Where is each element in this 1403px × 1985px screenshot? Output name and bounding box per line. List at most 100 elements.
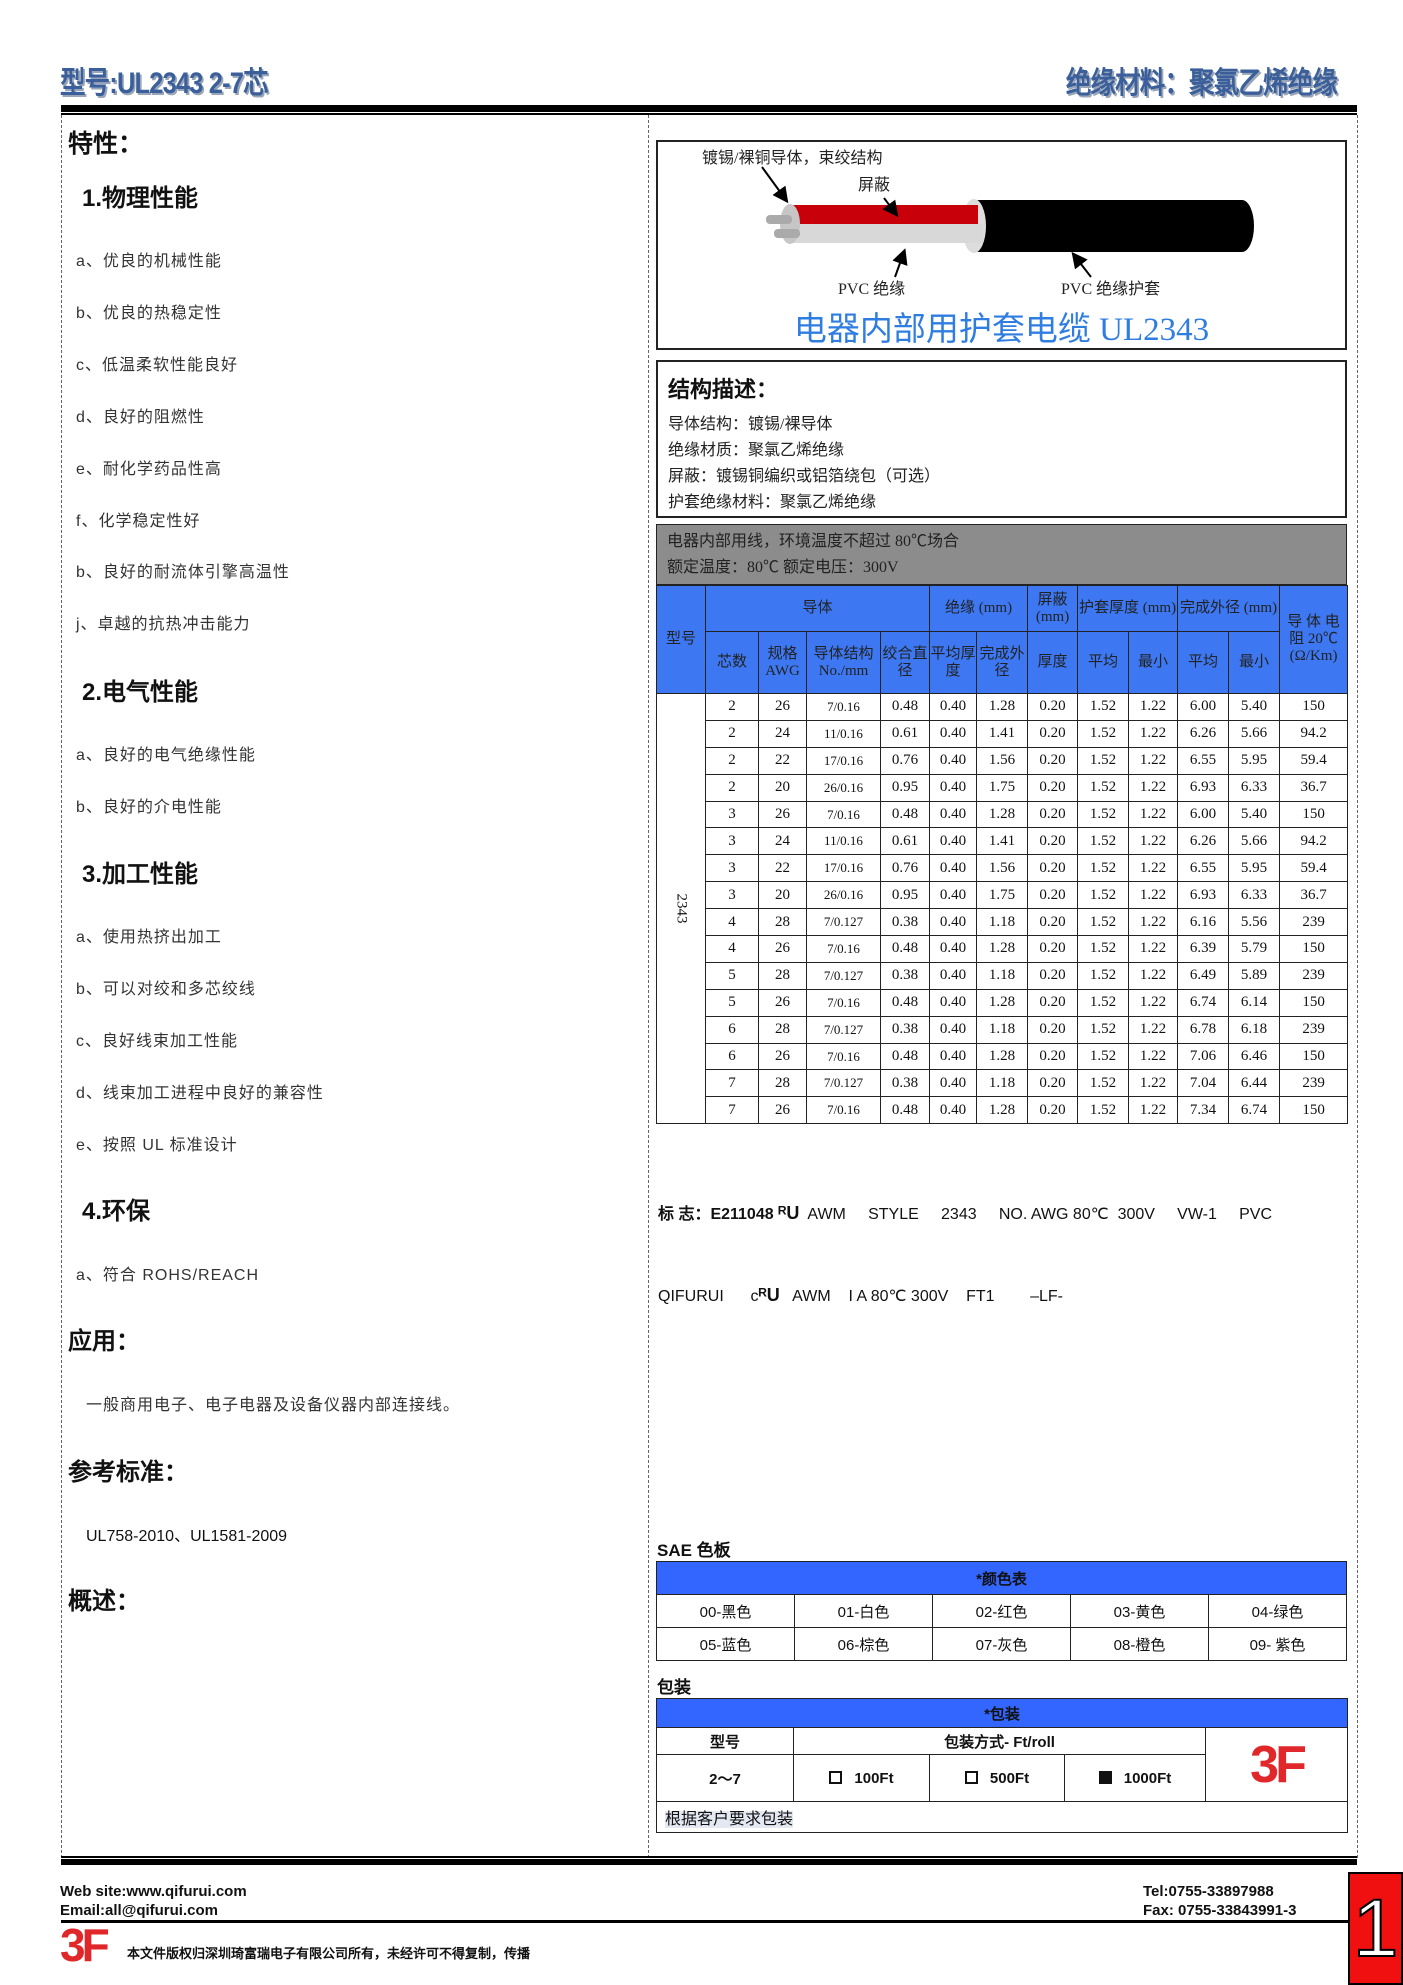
table-cell: 5.89 — [1228, 961, 1281, 990]
table-cell: 28 — [758, 908, 807, 937]
copyright: 本文件版权归深圳琦富瑞电子有限公司所有，未经许可不得复制，传播 — [127, 1946, 531, 1961]
table-cell: 7/0.16 — [806, 1042, 881, 1071]
table-cell: 1.52 — [1077, 935, 1130, 963]
table-cell: 0.40 — [929, 1096, 978, 1125]
h-strand: 导体结构 No./mm — [806, 631, 881, 694]
email[interactable]: Email:all@qifurui.com — [60, 1902, 218, 1919]
table-cell: 22 — [758, 746, 807, 775]
table-cell: 6.93 — [1177, 881, 1230, 910]
table-cell: 20 — [758, 881, 807, 910]
color-cell: 03-黄色 — [1070, 1594, 1209, 1628]
pack-option-100[interactable]: 100Ft — [793, 1754, 930, 1802]
checkbox-icon[interactable] — [964, 1770, 978, 1784]
table-cell: 1.28 — [976, 988, 1029, 1017]
h-awg: 规格 AWG — [758, 631, 807, 694]
checkbox-checked-icon[interactable] — [1098, 1770, 1112, 1784]
table-cell: 11/0.16 — [806, 719, 881, 748]
color-cell: 02-红色 — [932, 1594, 1071, 1628]
table-cell: 6.33 — [1228, 773, 1281, 802]
diagram-title: 电器内部用护套电缆 UL2343 — [793, 312, 1210, 348]
pack-option-500[interactable]: 500Ft — [929, 1754, 1065, 1802]
h-dia: 绞合直径 — [879, 631, 931, 694]
table-cell: 20 — [758, 773, 807, 802]
table-cell: 7/0.16 — [806, 693, 881, 721]
table-cell: 26 — [758, 988, 807, 1017]
color-cell: 00-黑色 — [656, 1594, 795, 1628]
table-cell: 0.48 — [879, 935, 931, 963]
pack-h-method: 包装方式- Ft/roll — [793, 1727, 1206, 1755]
marking-id: 标 志：E211048 — [658, 1206, 774, 1223]
table-cell: 1.22 — [1128, 935, 1179, 963]
table-cell: 0.20 — [1027, 908, 1079, 937]
table-cell: 2 — [705, 773, 759, 802]
packaging-title: 包装 — [657, 1678, 691, 1697]
table-cell: 7/0.127 — [806, 1069, 881, 1098]
table-cell: 26 — [758, 693, 807, 721]
table-cell: 1.22 — [1128, 1069, 1179, 1098]
table-cell: 1.52 — [1077, 988, 1130, 1017]
model-cell: 2343 — [656, 692, 706, 1125]
table-cell: 94.2 — [1279, 719, 1349, 748]
table-cell: 1.22 — [1128, 908, 1179, 937]
table-cell: 0.40 — [929, 854, 978, 883]
table-cell: 7/0.16 — [806, 935, 881, 963]
table-cell: 1.22 — [1128, 719, 1179, 748]
feature-item: b、良好的耐流体引擎高温性 — [76, 564, 290, 581]
table-cell: 4 — [705, 935, 759, 963]
table-cell: 6.26 — [1177, 827, 1230, 856]
checkbox-icon[interactable] — [829, 1770, 843, 1784]
table-cell: 1.52 — [1077, 693, 1130, 721]
table-cell: 7/0.127 — [806, 908, 881, 937]
feature-item: a、符合 ROHS/REACH — [76, 1267, 260, 1284]
section-title: 1.物理性能 — [82, 185, 199, 212]
table-cell: 1.28 — [976, 800, 1029, 829]
feature-item: d、线束加工进程中良好的兼容性 — [76, 1085, 324, 1102]
application-title: 应用： — [68, 1328, 140, 1355]
rating-line-2: 额定温度：80℃ 额定电压：300V — [667, 559, 899, 576]
table-cell: 26 — [758, 1096, 807, 1125]
pack-option-1000[interactable]: 1000Ft — [1064, 1754, 1206, 1802]
table-cell: 0.48 — [879, 693, 931, 721]
table-cell: 1.22 — [1128, 881, 1179, 910]
table-cell: 0.61 — [879, 719, 931, 748]
table-cell: 5.95 — [1228, 854, 1281, 883]
table-cell: 0.20 — [1027, 746, 1079, 775]
table-row: 5 28 7/0.127 0.38 0.40 1.18 0.20 1.52 1.22 6.49 5.… — [657, 961, 1349, 990]
table-cell: 11/0.16 — [806, 827, 881, 856]
brand-logo: 3F — [1204, 1727, 1349, 1802]
table-row: 4 28 7/0.127 0.38 0.40 1.18 0.20 1.52 1.22 6.16 5.… — [657, 908, 1349, 937]
table-cell: 1.18 — [976, 1069, 1029, 1098]
h-ins-od: 完成外径 — [976, 631, 1029, 694]
cable-illustration — [761, 166, 1254, 278]
table-cell: 59.4 — [1279, 854, 1349, 883]
table-row: 4 26 7/0.16 0.48 0.40 1.28 0.20 1.52 1.22 6.39 5.7… — [657, 935, 1349, 963]
spec-table: 型号 导体 绝缘 (mm) 屏蔽 (mm) 护套厚度 (mm) 完成外径 (mm… — [656, 585, 1349, 1125]
table-cell: 1.52 — [1077, 908, 1130, 937]
table-cell: 239 — [1279, 961, 1349, 990]
tel: Tel:0755-33897988 — [1143, 1883, 1274, 1900]
website[interactable]: Web site:www.qifurui.com — [60, 1883, 247, 1900]
table-cell: 36.7 — [1279, 881, 1349, 910]
table-row: 2343 2 26 7/0.16 0.48 0.40 1.28 0.20 1.52 1.22 6.0… — [656, 692, 1349, 1125]
table-cell: 0.40 — [929, 1042, 978, 1071]
table-cell: 0.20 — [1027, 854, 1079, 883]
color-cell: 04-绿色 — [1208, 1594, 1347, 1628]
table-cell: 7 — [705, 1096, 759, 1125]
table-cell: 1.52 — [1077, 881, 1130, 910]
header-rule — [61, 105, 1357, 112]
table-cell: 150 — [1279, 1042, 1349, 1071]
packaging-note: 根据客户要求包装 — [665, 1811, 794, 1828]
table-cell: 5.95 — [1228, 746, 1281, 775]
table-cell: 1.52 — [1077, 773, 1130, 802]
table-cell: 1.52 — [1077, 800, 1130, 829]
table-cell: 36.7 — [1279, 773, 1349, 802]
footer-logo: 3F — [60, 1919, 110, 1971]
table-cell: 0.40 — [929, 881, 978, 910]
table-cell: 0.48 — [879, 1042, 931, 1071]
feature-item: f、化学稳定性好 — [76, 513, 201, 530]
section-title: 2.电气性能 — [82, 679, 199, 706]
table-row: 3 24 11/0.16 0.61 0.40 1.41 0.20 1.52 1.22 6.26 5.… — [657, 827, 1349, 856]
table-cell: 5 — [705, 988, 759, 1017]
table-cell: 26/0.16 — [806, 881, 881, 910]
table-cell: 6.49 — [1177, 961, 1230, 990]
